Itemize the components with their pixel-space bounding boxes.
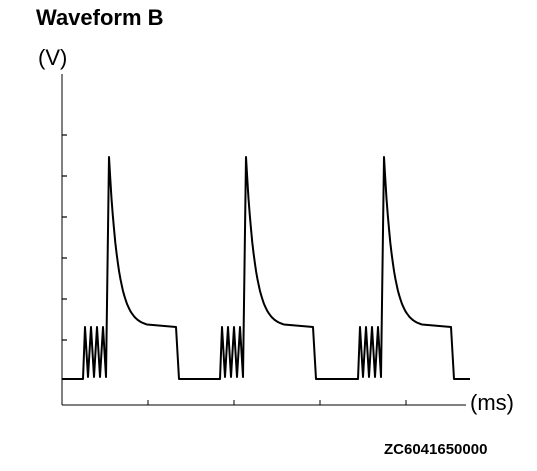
- y-axis-ticks: [62, 134, 67, 341]
- x-axis-unit-label: (ms): [470, 390, 514, 415]
- y-axis-unit-label: (V): [38, 45, 68, 70]
- waveform-title: Waveform B: [36, 5, 164, 30]
- waveform-trace: [62, 156, 470, 380]
- waveform-line: [62, 156, 470, 380]
- figure-code: ZC6041650000: [384, 441, 488, 458]
- x-axis-ticks: [147, 400, 407, 405]
